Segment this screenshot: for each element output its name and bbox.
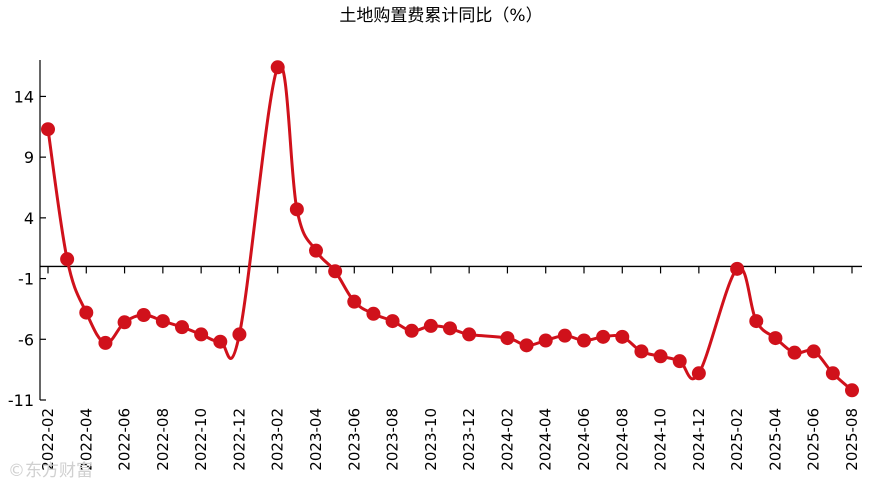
x-tick-label: 2024-02 — [498, 408, 516, 471]
y-tick-label: 4 — [24, 209, 34, 228]
x-tick-label: 2022-04 — [77, 408, 95, 471]
x-tick-label: 2022-10 — [192, 408, 210, 471]
x-tick-label: 2025-06 — [805, 408, 823, 471]
data-point — [270, 60, 285, 75]
y-tick-label: 9 — [24, 148, 34, 167]
data-point — [136, 308, 151, 322]
x-tick-label: 2023-02 — [269, 408, 287, 471]
y-tick-label: -11 — [8, 391, 34, 410]
y-tick-label: 14 — [14, 87, 34, 106]
data-point — [213, 334, 228, 349]
x-tick-label: 2024-12 — [690, 408, 708, 471]
x-tick-label: 2022-02 — [39, 408, 57, 471]
data-point — [806, 344, 821, 359]
x-tick-label: 2022-12 — [230, 408, 248, 471]
data-point — [615, 329, 630, 344]
data-point — [672, 354, 687, 369]
data-point — [347, 294, 362, 309]
x-tick-label: 2024-04 — [537, 408, 555, 471]
data-point — [289, 202, 304, 217]
data-point — [117, 315, 132, 330]
data-point — [155, 314, 170, 329]
data-point — [404, 323, 419, 338]
data-point — [500, 331, 515, 346]
x-tick-label: 2023-06 — [345, 408, 363, 471]
data-point — [691, 366, 706, 381]
data-point — [328, 264, 343, 279]
data-point — [538, 333, 553, 348]
axes: 14 9 4 -1 -6 -11 2022-02 2022-04 2022-06 2022-08 2… — [8, 60, 862, 471]
y-tick-label: -6 — [18, 330, 34, 349]
data-point — [557, 328, 572, 343]
series-line — [46, 63, 854, 392]
data-point — [309, 243, 323, 258]
data-point — [462, 327, 477, 342]
data-point — [596, 329, 611, 344]
data-point — [98, 335, 113, 350]
series-layer — [41, 60, 859, 398]
x-tick-label: 2024-06 — [575, 408, 593, 471]
data-point — [653, 349, 668, 364]
x-tick-label: 2023-10 — [422, 408, 440, 471]
data-point — [443, 321, 457, 336]
data-point — [577, 333, 591, 348]
data-point — [194, 327, 209, 342]
x-tick-label: 2025-08 — [843, 408, 861, 471]
data-point — [845, 383, 859, 398]
data-point — [175, 320, 189, 335]
data-point — [787, 345, 802, 360]
x-tick-label: 2023-04 — [307, 408, 325, 471]
watermark: ©东方财富 — [8, 461, 93, 481]
data-point — [768, 331, 783, 346]
chart-title: 土地购置费累计同比（%） — [339, 6, 542, 26]
x-tick-label: 2024-08 — [613, 408, 631, 471]
data-point — [749, 314, 764, 329]
data-point — [825, 366, 840, 381]
data-point — [232, 327, 247, 342]
data-point — [60, 252, 75, 267]
data-point — [423, 318, 438, 333]
data-point — [730, 261, 745, 276]
data-point — [634, 344, 649, 359]
data-point — [385, 314, 400, 329]
x-tick-label: 2023-08 — [384, 408, 402, 471]
y-tick-label: -1 — [18, 270, 34, 289]
x-tick-label: 2025-02 — [728, 408, 746, 471]
data-point — [41, 122, 55, 137]
x-tick-label: 2024-10 — [652, 408, 670, 471]
x-tick-label: 2022-06 — [116, 408, 134, 471]
x-tick-label: 2023-12 — [460, 408, 478, 471]
data-point — [79, 305, 94, 320]
x-tick-label: 2022-08 — [154, 408, 172, 471]
data-point — [366, 306, 381, 321]
x-tick-label: 2025-04 — [766, 408, 784, 471]
data-point — [519, 338, 534, 353]
